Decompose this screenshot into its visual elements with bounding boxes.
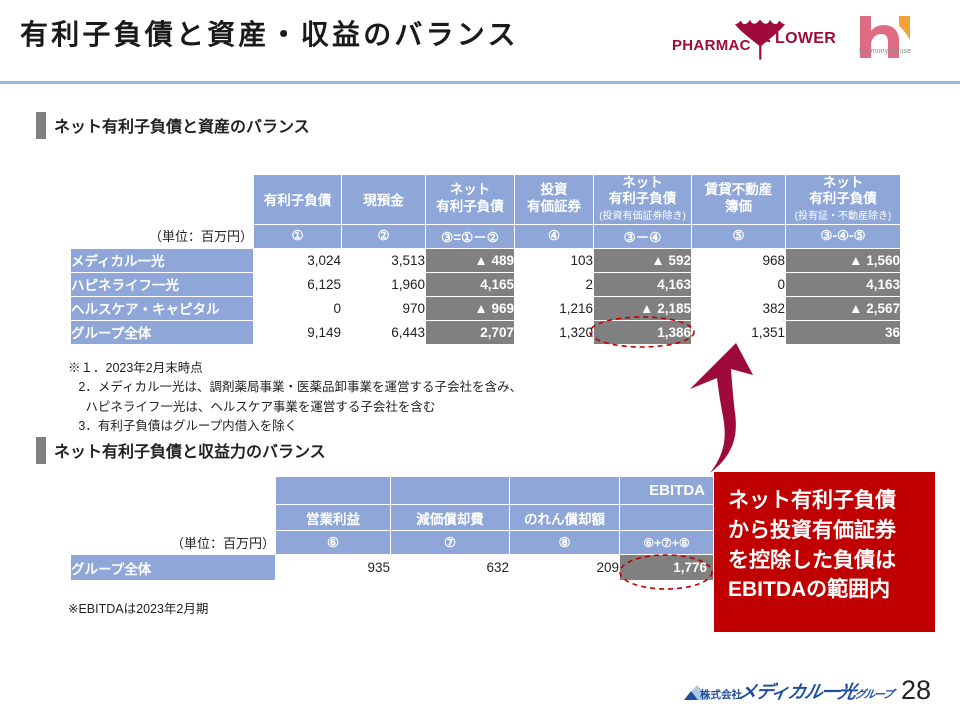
svg-text:PHARMAC: PHARMAC (672, 37, 751, 54)
svg-text:LOWER: LOWER (775, 30, 836, 47)
svg-text:Harmony House: Harmony House (859, 46, 911, 55)
